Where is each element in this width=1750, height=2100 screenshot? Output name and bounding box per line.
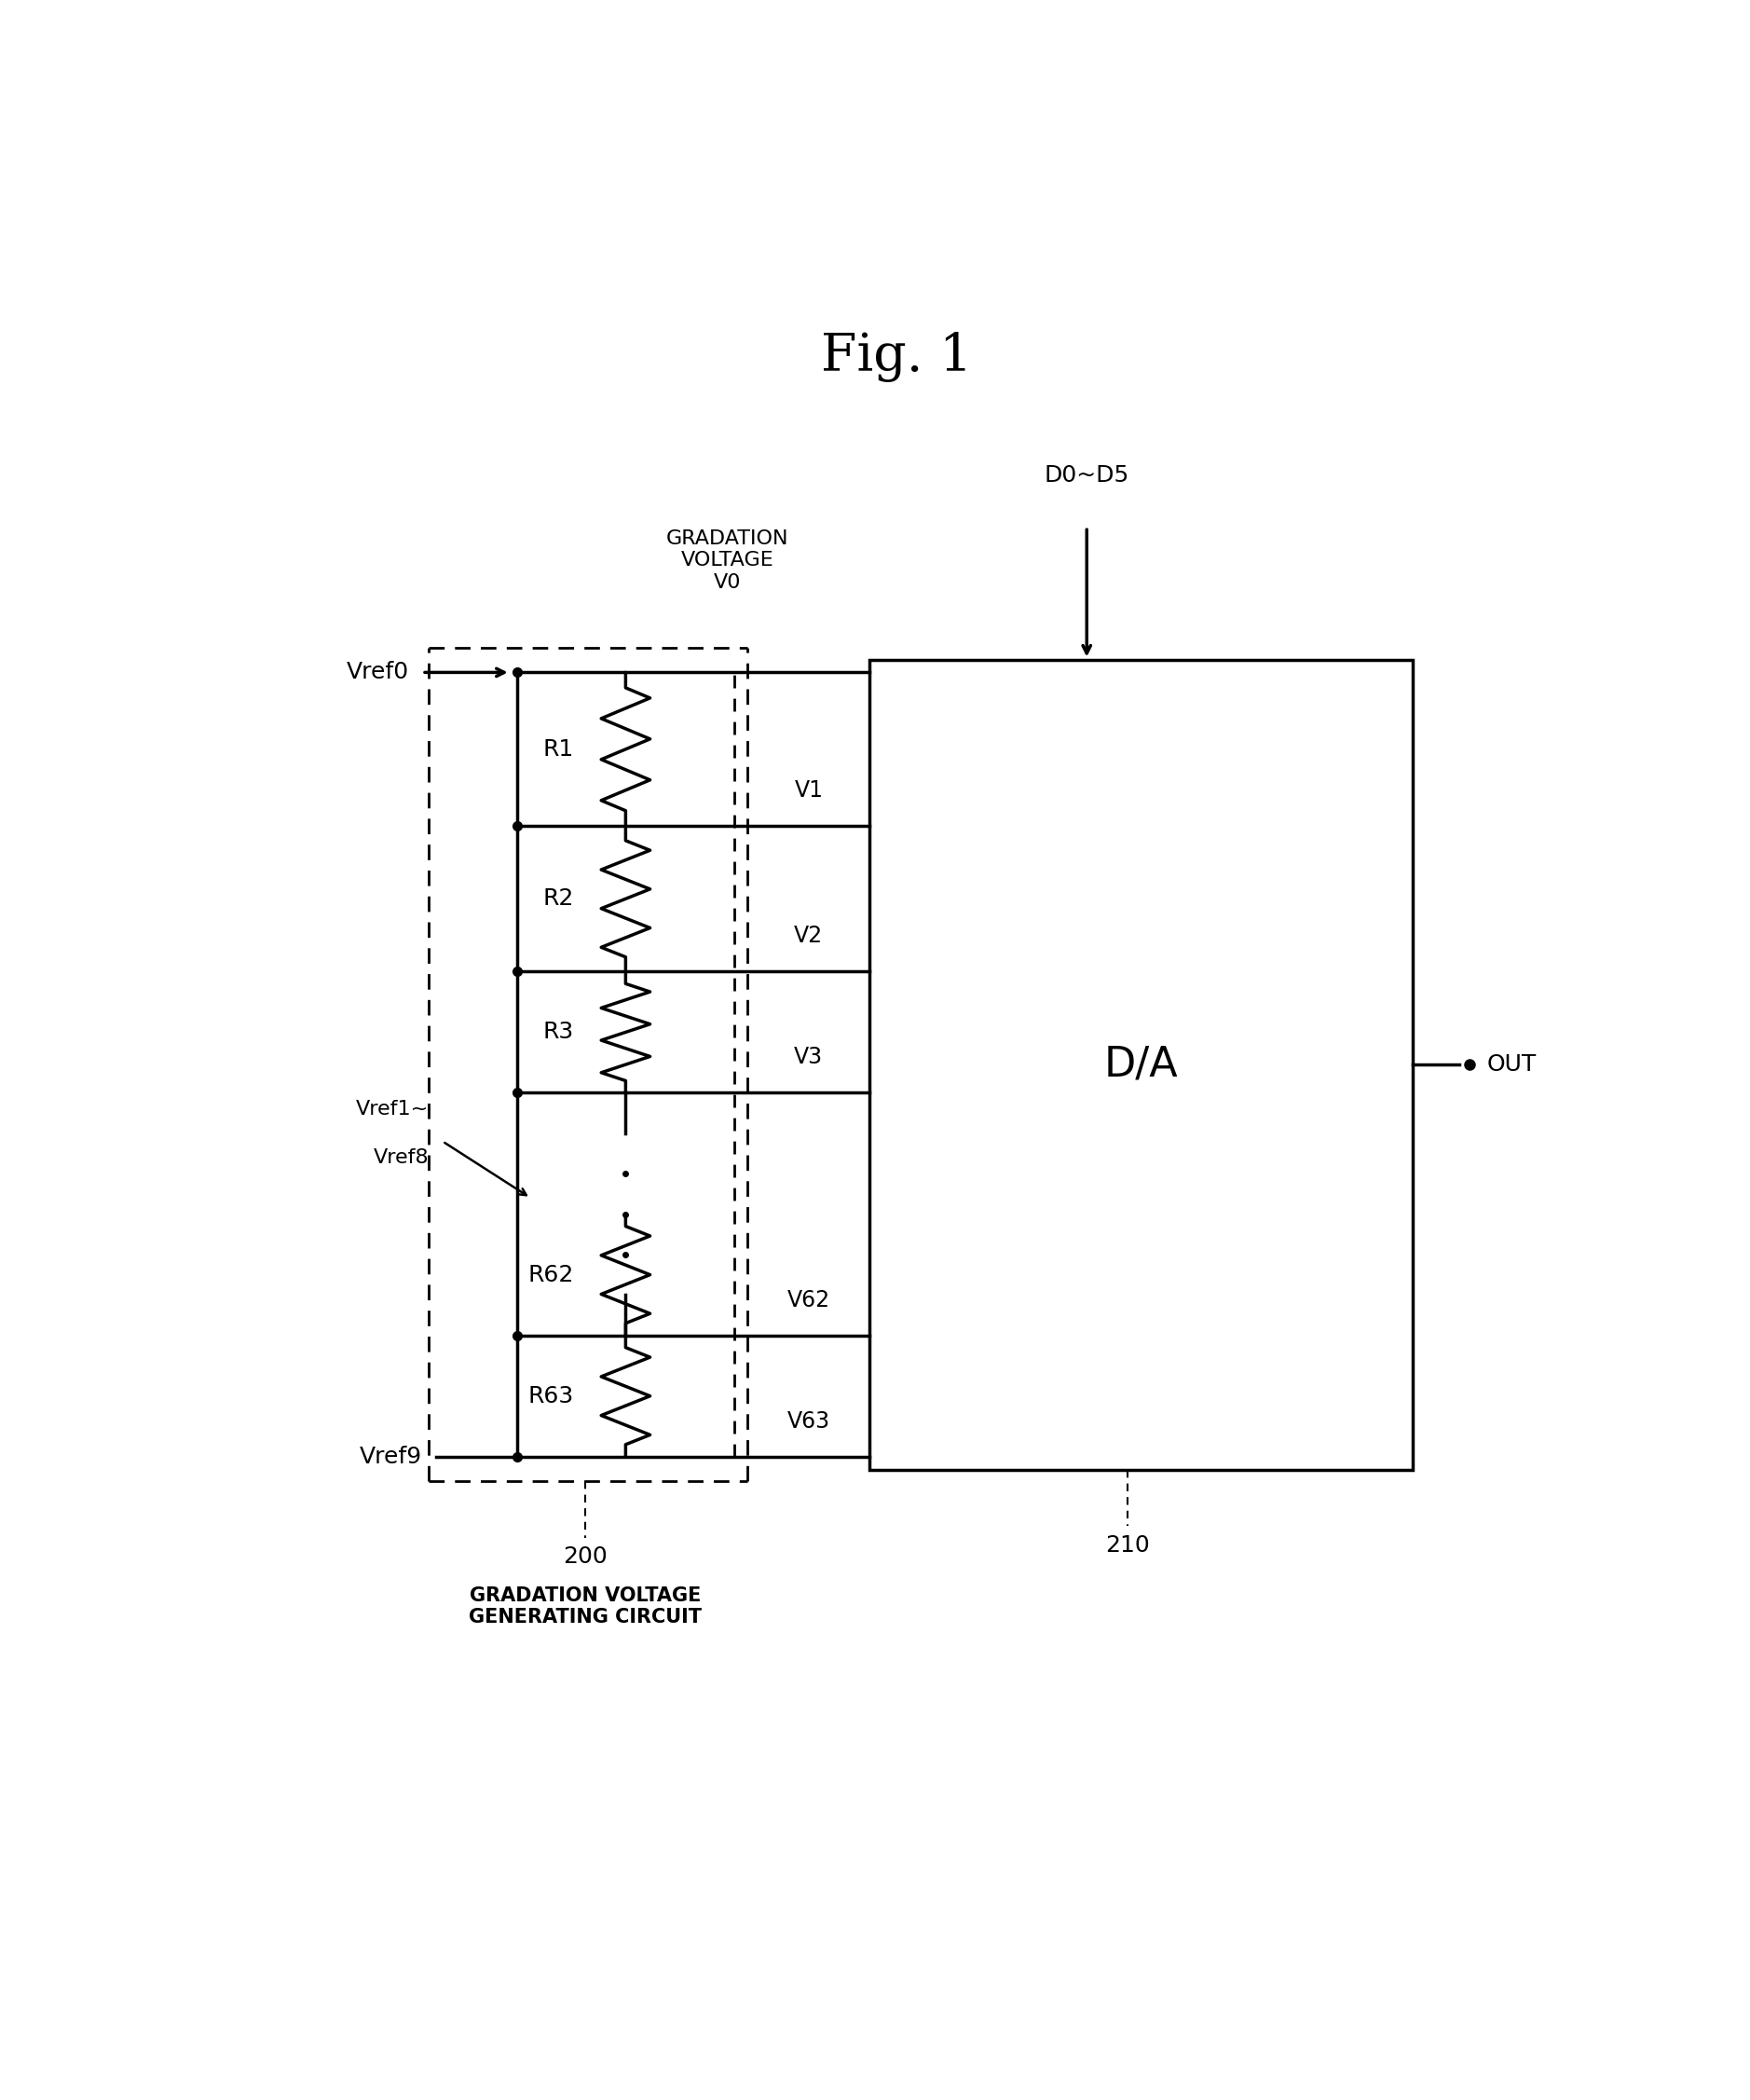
Text: R1: R1 bbox=[542, 737, 574, 760]
Text: R2: R2 bbox=[542, 888, 574, 909]
Text: 210: 210 bbox=[1106, 1535, 1150, 1556]
Text: V63: V63 bbox=[788, 1409, 829, 1432]
Text: V2: V2 bbox=[794, 924, 822, 947]
Text: D/A: D/A bbox=[1104, 1044, 1178, 1084]
Text: Vref9: Vref9 bbox=[360, 1445, 422, 1468]
Text: GRADATION VOLTAGE
GENERATING CIRCUIT: GRADATION VOLTAGE GENERATING CIRCUIT bbox=[469, 1586, 702, 1625]
Text: 200: 200 bbox=[564, 1546, 607, 1569]
Text: Vref0: Vref0 bbox=[346, 662, 410, 685]
Text: D0~D5: D0~D5 bbox=[1045, 464, 1129, 487]
Text: Vref8: Vref8 bbox=[373, 1149, 429, 1168]
Text: R3: R3 bbox=[542, 1021, 574, 1044]
Bar bbox=[870, 659, 1412, 1470]
Text: OUT: OUT bbox=[1488, 1054, 1536, 1075]
Text: R63: R63 bbox=[528, 1384, 574, 1407]
Text: V1: V1 bbox=[794, 779, 822, 802]
Text: Fig. 1: Fig. 1 bbox=[821, 332, 973, 382]
Text: Vref1~: Vref1~ bbox=[355, 1100, 429, 1119]
Text: R62: R62 bbox=[528, 1264, 574, 1285]
Text: V3: V3 bbox=[794, 1046, 822, 1069]
Text: V62: V62 bbox=[788, 1289, 829, 1310]
Text: GRADATION
VOLTAGE
V0: GRADATION VOLTAGE V0 bbox=[667, 529, 789, 592]
